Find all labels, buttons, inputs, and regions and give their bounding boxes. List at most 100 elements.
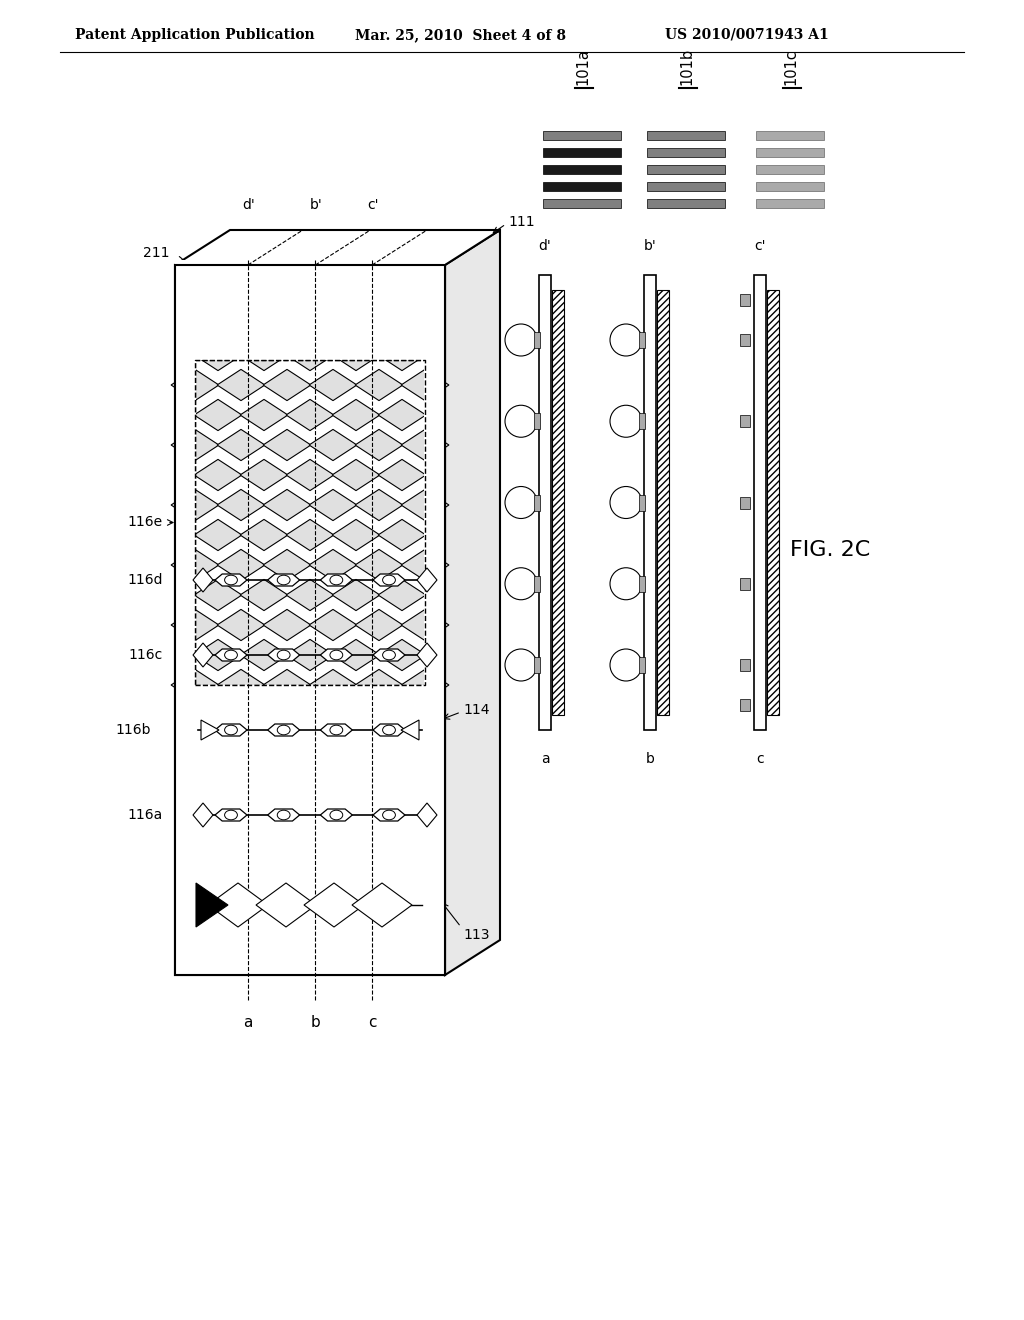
Polygon shape <box>309 549 357 581</box>
Polygon shape <box>355 549 402 581</box>
Polygon shape <box>321 574 352 586</box>
Polygon shape <box>401 370 449 400</box>
Polygon shape <box>332 579 380 611</box>
Polygon shape <box>240 400 288 430</box>
Polygon shape <box>171 490 219 520</box>
Polygon shape <box>240 579 288 611</box>
Polygon shape <box>195 579 242 611</box>
Polygon shape <box>195 639 242 671</box>
Polygon shape <box>401 549 449 581</box>
Text: a: a <box>244 1015 253 1030</box>
Bar <box>647 165 725 173</box>
Polygon shape <box>373 574 406 586</box>
Bar <box>175 260 445 360</box>
Polygon shape <box>217 669 265 701</box>
Bar <box>639 413 645 429</box>
Text: 116b: 116b <box>116 723 151 737</box>
Bar <box>754 275 766 730</box>
Polygon shape <box>321 649 352 661</box>
Polygon shape <box>175 230 500 265</box>
Polygon shape <box>217 370 265 400</box>
Polygon shape <box>217 549 265 581</box>
Polygon shape <box>208 883 268 927</box>
Text: 116a: 116a <box>128 808 163 822</box>
Polygon shape <box>332 639 380 671</box>
Bar <box>647 181 725 190</box>
Polygon shape <box>217 490 265 520</box>
Ellipse shape <box>330 576 343 585</box>
Polygon shape <box>321 809 352 821</box>
Bar <box>647 131 725 140</box>
Bar <box>740 659 750 671</box>
Bar <box>647 148 725 157</box>
Polygon shape <box>286 579 334 611</box>
Ellipse shape <box>330 810 343 820</box>
Polygon shape <box>195 519 242 550</box>
Text: 114: 114 <box>463 704 489 717</box>
Text: b': b' <box>644 239 656 253</box>
Polygon shape <box>240 339 288 371</box>
Polygon shape <box>267 574 300 586</box>
Bar <box>543 165 621 173</box>
Text: 116d: 116d <box>128 573 163 587</box>
Polygon shape <box>171 370 219 400</box>
Polygon shape <box>256 883 316 927</box>
Polygon shape <box>352 883 412 927</box>
Polygon shape <box>417 568 437 591</box>
Bar <box>539 275 551 730</box>
Polygon shape <box>240 639 288 671</box>
Ellipse shape <box>278 576 290 585</box>
Text: d': d' <box>539 239 551 253</box>
Bar <box>740 334 750 346</box>
Bar <box>534 576 540 591</box>
Bar <box>756 198 824 207</box>
Ellipse shape <box>278 651 290 660</box>
Polygon shape <box>373 809 406 821</box>
Polygon shape <box>286 519 334 550</box>
Bar <box>175 265 445 975</box>
Polygon shape <box>355 429 402 461</box>
Bar <box>740 578 750 590</box>
Polygon shape <box>195 400 242 430</box>
Bar <box>639 495 645 511</box>
Ellipse shape <box>383 725 395 735</box>
Polygon shape <box>193 803 213 828</box>
Bar <box>543 181 621 190</box>
Text: b': b' <box>309 198 323 213</box>
Polygon shape <box>321 723 352 737</box>
Circle shape <box>610 568 642 599</box>
Circle shape <box>505 487 537 519</box>
Text: 116c: 116c <box>129 648 163 663</box>
Polygon shape <box>332 400 380 430</box>
Bar <box>175 685 445 975</box>
Ellipse shape <box>383 810 395 820</box>
Bar <box>740 496 750 508</box>
Polygon shape <box>217 610 265 640</box>
Polygon shape <box>309 429 357 461</box>
Bar <box>767 290 779 715</box>
Polygon shape <box>373 723 406 737</box>
Polygon shape <box>378 400 426 430</box>
Ellipse shape <box>278 725 290 735</box>
Polygon shape <box>215 649 247 661</box>
Polygon shape <box>309 669 357 701</box>
Bar <box>534 495 540 511</box>
Polygon shape <box>355 610 402 640</box>
Bar <box>647 198 725 207</box>
Polygon shape <box>263 549 311 581</box>
Polygon shape <box>309 490 357 520</box>
Polygon shape <box>267 809 300 821</box>
Polygon shape <box>171 610 219 640</box>
Polygon shape <box>378 579 426 611</box>
Polygon shape <box>171 429 219 461</box>
Ellipse shape <box>224 810 238 820</box>
Bar <box>740 294 750 306</box>
Circle shape <box>610 487 642 519</box>
Polygon shape <box>355 669 402 701</box>
Polygon shape <box>378 519 426 550</box>
Bar <box>543 131 621 140</box>
Ellipse shape <box>224 651 238 660</box>
Polygon shape <box>378 459 426 491</box>
Ellipse shape <box>330 725 343 735</box>
Text: Patent Application Publication: Patent Application Publication <box>75 28 314 42</box>
